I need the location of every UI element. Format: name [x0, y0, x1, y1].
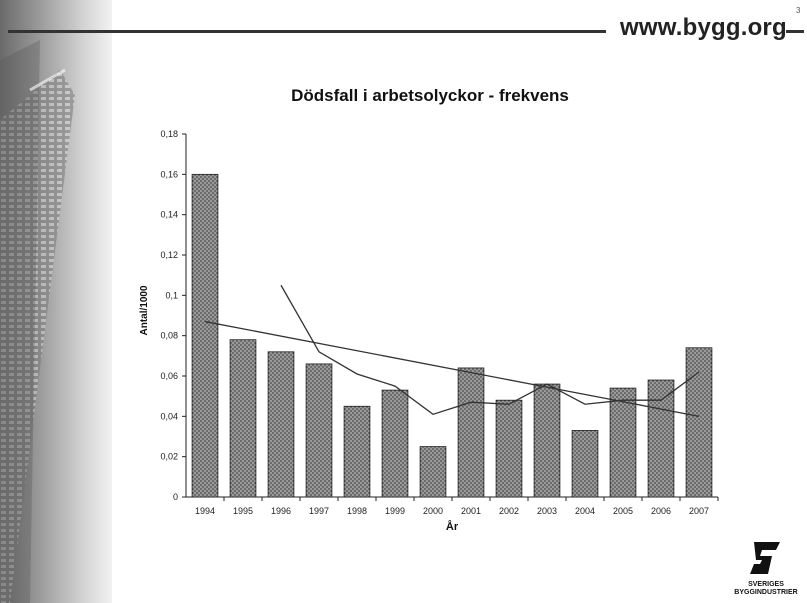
- bar-1996: [267, 351, 295, 498]
- logo-line-2: BYGGINDUSTRIER: [734, 589, 798, 596]
- logo-mark-icon: [750, 542, 780, 574]
- y-tick-label: 0,12: [160, 250, 178, 260]
- decorative-building-strip: [0, 0, 112, 603]
- bar-2007: [685, 347, 713, 498]
- x-tick-label: 1997: [309, 506, 329, 516]
- x-tick-label: 2007: [689, 506, 709, 516]
- bar-2003: [533, 383, 561, 498]
- header-rule: [8, 30, 606, 33]
- bar-1994: [191, 173, 219, 498]
- company-logo: SVERIGES BYGGINDUSTRIER: [730, 540, 802, 600]
- x-tick-label: 1996: [271, 506, 291, 516]
- bar-2004: [571, 430, 599, 498]
- x-tick-label: 1998: [347, 506, 367, 516]
- bar-1999: [381, 389, 409, 498]
- bar-2001: [457, 367, 485, 498]
- bar-2000: [419, 446, 447, 498]
- x-tick-label: 1994: [195, 506, 215, 516]
- bar-1995: [229, 339, 257, 498]
- site-url: www.bygg.org: [620, 14, 787, 41]
- x-tick-label: 2001: [461, 506, 481, 516]
- y-tick-label: 0,08: [160, 331, 178, 341]
- y-axis-label: Antal/1000: [139, 285, 150, 335]
- header-rule-right: [786, 30, 804, 33]
- chart-title: Dödsfall i arbetsolyckor - frekvens: [291, 86, 569, 105]
- x-tick-label: 2004: [575, 506, 595, 516]
- bar-2005: [609, 387, 637, 498]
- y-tick-label: 0,04: [160, 411, 178, 421]
- x-axis-label: År: [446, 520, 459, 533]
- x-tick-label: 1995: [233, 506, 253, 516]
- y-tick-label: 0,02: [160, 452, 178, 462]
- x-tick-label: 2005: [613, 506, 633, 516]
- moving-average-line: [280, 284, 700, 416]
- bar-2002: [495, 399, 523, 498]
- x-tick-label: 2000: [423, 506, 443, 516]
- y-tick-label: 0,14: [160, 210, 178, 220]
- x-tick-label: 1999: [385, 506, 405, 516]
- y-tick-label: 0,16: [160, 169, 178, 179]
- x-tick-label: 2006: [651, 506, 671, 516]
- bar-1998: [343, 405, 371, 498]
- y-tick-label: 0,06: [160, 371, 178, 381]
- bar-2006: [647, 379, 675, 498]
- logo-line-1: SVERIGES: [748, 581, 784, 588]
- y-tick-label: 0,18: [160, 129, 178, 139]
- y-tick-label: 0: [173, 492, 178, 502]
- x-tick-label: 2003: [537, 506, 557, 516]
- bar-1997: [305, 363, 333, 498]
- x-tick-label: 2002: [499, 506, 519, 516]
- trendline: [204, 320, 700, 417]
- y-tick-label: 0,1: [165, 290, 178, 300]
- page-number: 3: [796, 6, 801, 15]
